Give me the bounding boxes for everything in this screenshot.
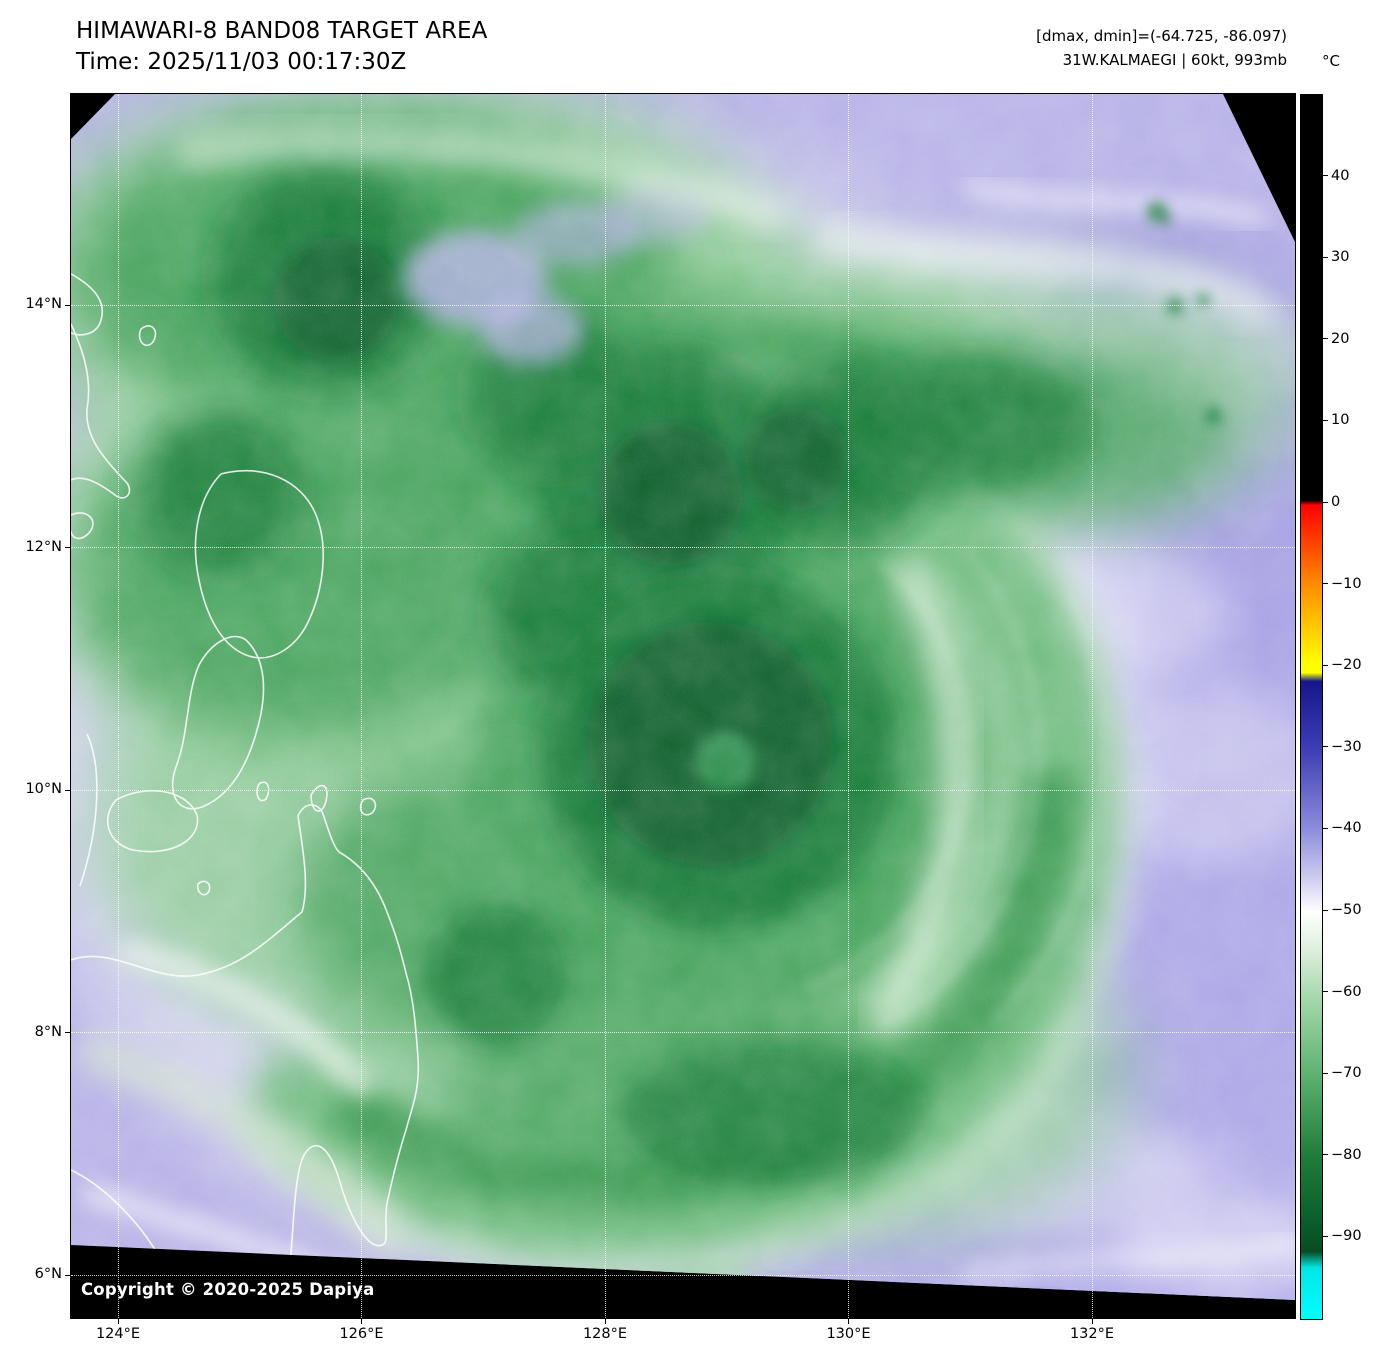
- colorbar-tick: [1323, 991, 1328, 993]
- coastline-siargao: [359, 797, 377, 816]
- colorbar-tick-label: −70: [1331, 1065, 1362, 1082]
- colorbar-unit-label: °C: [1322, 52, 1340, 70]
- y-axis-label: 6°N: [34, 1266, 62, 1282]
- colorbar-tick: [1323, 419, 1328, 421]
- colorbar-tick: [1323, 909, 1328, 911]
- coastline-catanduanes: [138, 325, 157, 347]
- coastline-bicol-north: [71, 273, 104, 336]
- coastline-leyte: [171, 635, 265, 810]
- colorbar-tick-label: −20: [1331, 657, 1362, 674]
- colorbar-tick-label: −60: [1331, 983, 1362, 1000]
- colorbar-tick: [1323, 256, 1328, 258]
- x-axis-label: 132°E: [1069, 1326, 1115, 1342]
- coastline-samar: [194, 469, 324, 659]
- x-axis-label: 126°E: [339, 1326, 384, 1342]
- coastline-bohol: [106, 789, 199, 853]
- coastline-cebu: [79, 733, 98, 887]
- colorbar-tick: [1323, 175, 1328, 177]
- x-axis-tick: [848, 1318, 849, 1324]
- image-grain: [71, 94, 1295, 1300]
- x-axis-tick: [361, 1318, 362, 1324]
- colorbar-tick: [1323, 338, 1328, 340]
- colorbar-tick-label: −50: [1331, 902, 1362, 918]
- dmax-dmin-readout: [dmax, dmin]=(-64.725, -86.097): [1036, 27, 1287, 45]
- readout-block: [dmax, dmin]=(-64.725, -86.097) 31W.KALM…: [1036, 24, 1287, 72]
- colorbar-tick-label: 20: [1331, 330, 1350, 347]
- y-axis-label: 12°N: [25, 538, 62, 555]
- colorbar-tick: [1323, 501, 1328, 503]
- y-axis-tick: [65, 547, 71, 548]
- colorbar: [1300, 94, 1323, 1320]
- coastlines: [71, 273, 420, 1300]
- x-axis-tick: [117, 1318, 119, 1324]
- storm-info-readout: 31W.KALMAEGI | 60kt, 993mb: [1062, 51, 1287, 69]
- colorbar-tick-label: −10: [1331, 575, 1362, 592]
- colorbar-tick: [1323, 1235, 1328, 1237]
- x-axis-label: 130°E: [826, 1326, 871, 1342]
- y-axis-label: 14°N: [25, 296, 62, 312]
- x-axis-label: 128°E: [582, 1326, 628, 1342]
- satellite-map-plot: Copyright © 2020-2025 Dapiya: [70, 93, 1296, 1319]
- colorbar-tick-label: 30: [1331, 249, 1350, 266]
- copyright-text: Copyright © 2020-2025 Dapiya: [81, 1280, 375, 1299]
- y-axis-tick: [65, 1032, 71, 1033]
- y-axis-tick: [65, 1274, 71, 1276]
- coastline-camiguin: [196, 880, 211, 896]
- x-axis-label: 124°E: [95, 1326, 141, 1342]
- y-axis-tick: [65, 789, 71, 791]
- scan-area: [71, 94, 1295, 1300]
- colorbar-tick: [1323, 583, 1328, 585]
- coastline-dinagat: [310, 784, 328, 812]
- satellite-imagery: [71, 94, 1295, 1300]
- colorbar-tick: [1323, 1072, 1328, 1074]
- colorbar-tick: [1323, 827, 1328, 829]
- y-axis-label: 8°N: [34, 1023, 62, 1040]
- coastline-bicol: [71, 323, 131, 499]
- coastline-masbate: [71, 512, 94, 540]
- colorbar-tick-label: 0: [1331, 494, 1341, 510]
- y-axis-label: 10°N: [25, 781, 62, 797]
- colorbar-tick-label: 10: [1331, 412, 1350, 429]
- colorbar-tick-label: 40: [1331, 167, 1350, 184]
- figure-title: HIMAWARI-8 BAND08 TARGET AREA: [76, 18, 488, 44]
- coastline-panaon: [256, 781, 270, 802]
- colorbar-tick-label: −90: [1331, 1228, 1362, 1245]
- title-block: HIMAWARI-8 BAND08 TARGET AREA Time: 2025…: [76, 16, 487, 78]
- x-axis-tick: [1091, 1318, 1093, 1324]
- colorbar-tick: [1323, 1154, 1328, 1156]
- colorbar-tick: [1323, 746, 1328, 748]
- colorbar-tick-label: −30: [1331, 738, 1362, 755]
- y-axis-tick: [65, 304, 71, 306]
- colorbar-tick-label: −80: [1331, 1146, 1362, 1163]
- figure-timestamp: Time: 2025/11/03 00:17:30Z: [76, 49, 407, 75]
- x-axis-tick: [604, 1318, 606, 1324]
- colorbar-tick: [1323, 664, 1328, 666]
- coastline-mindanao: [71, 804, 420, 1300]
- colorbar-tick-label: −40: [1331, 820, 1362, 837]
